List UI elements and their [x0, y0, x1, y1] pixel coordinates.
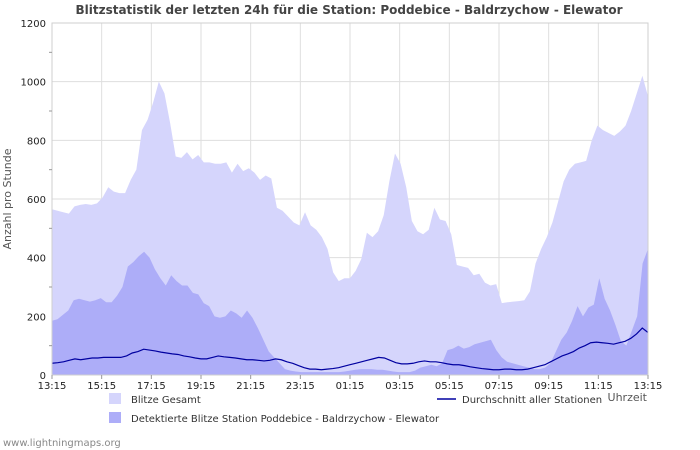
y-tick-label: 0 — [40, 371, 46, 382]
x-axis-label: Uhrzeit — [608, 391, 648, 404]
legend-item-station: Detektierte Blitze Station Poddebice - B… — [109, 412, 440, 425]
x-tick-label: 17:15 — [137, 381, 166, 392]
y-tick-label: 600 — [27, 195, 46, 206]
x-tick-label: 09:15 — [534, 381, 563, 392]
x-tick-label: 07:15 — [485, 381, 514, 392]
legend: Blitze Gesamt Detektierte Blitze Station… — [109, 393, 602, 425]
y-axis-label: Anzahl pro Stunde — [1, 148, 14, 249]
legend-item-total: Blitze Gesamt — [109, 393, 201, 406]
x-tick-label: 11:15 — [584, 381, 613, 392]
y-tick-label: 400 — [27, 254, 46, 265]
line-series-average — [51, 327, 649, 371]
x-tick-labels: 13:15 15:15 17:15 19:15 21:15 23:15 01:15 03:15… — [38, 375, 663, 392]
x-tick-label: 13:15 — [634, 381, 663, 392]
y-tick-label: 1000 — [21, 78, 46, 89]
chart-title: Blitzstatistik der letzten 24h für die S… — [75, 3, 622, 17]
series-layer — [51, 75, 649, 376]
area-series-station — [52, 248, 648, 375]
x-tick-label: 21:15 — [236, 381, 265, 392]
x-tick-label: 01:15 — [336, 381, 365, 392]
legend-label-total: Blitze Gesamt — [131, 395, 201, 406]
legend-swatch-station — [109, 412, 121, 423]
x-tick-label: 13:15 — [38, 381, 67, 392]
legend-label-average: Durchschnitt aller Stationen — [462, 395, 602, 406]
x-tick-label: 23:15 — [286, 381, 315, 392]
x-tick-label: 19:15 — [187, 381, 216, 392]
legend-item-average: Durchschnitt aller Stationen — [437, 395, 602, 406]
y-tick-label: 1200 — [21, 19, 46, 30]
x-tick-label: 15:15 — [87, 381, 116, 392]
plot-area: 0 200 400 600 800 1000 1200 13:15 15:15 17:15 19:… — [21, 19, 663, 392]
legend-label-station: Detektierte Blitze Station Poddebice - B… — [131, 414, 440, 425]
x-tick-label: 05:15 — [435, 381, 464, 392]
y-tick-label: 200 — [27, 312, 46, 323]
y-tick-label: 800 — [27, 136, 46, 147]
x-tick-label: 03:15 — [385, 381, 414, 392]
y-tick-labels: 0 200 400 600 800 1000 1200 — [21, 19, 52, 382]
legend-swatch-total — [109, 393, 121, 404]
footer-credit: www.lightningmaps.org — [3, 438, 121, 449]
